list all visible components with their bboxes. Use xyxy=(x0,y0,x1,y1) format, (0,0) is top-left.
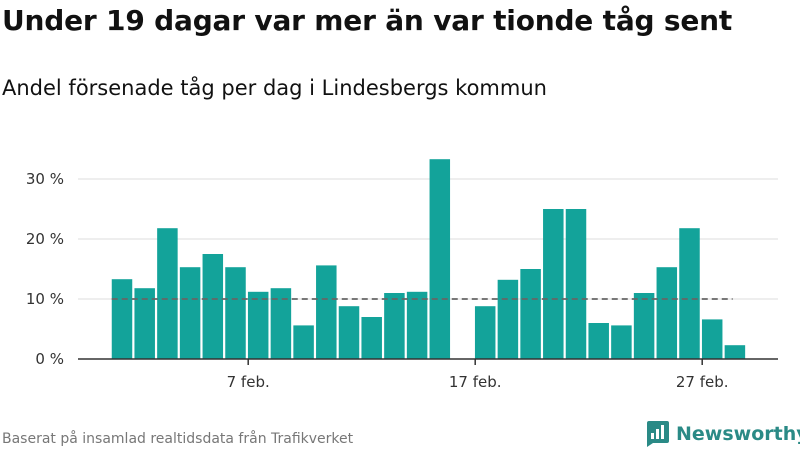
bar[interactable] xyxy=(111,279,133,359)
x-tick-label: 17 feb. xyxy=(449,373,502,391)
x-tick-label: 27 feb. xyxy=(676,373,729,391)
bar[interactable] xyxy=(361,317,382,359)
bar[interactable] xyxy=(384,293,405,359)
bar[interactable] xyxy=(543,209,564,359)
bar[interactable] xyxy=(406,291,428,359)
bar[interactable] xyxy=(724,345,746,359)
source-note: Baserat på insamlad realtidsdata från Tr… xyxy=(2,431,354,447)
bar[interactable] xyxy=(134,288,155,359)
bar[interactable] xyxy=(497,279,519,359)
brand-name: Newsworthy xyxy=(676,423,800,445)
bar[interactable] xyxy=(270,288,292,359)
bar[interactable] xyxy=(225,267,246,359)
y-tick-label: 20 % xyxy=(26,230,64,248)
bar[interactable] xyxy=(701,319,723,359)
bar[interactable] xyxy=(202,254,224,359)
bar[interactable] xyxy=(179,267,201,359)
bar[interactable] xyxy=(679,228,700,359)
bar[interactable] xyxy=(293,325,314,359)
bar[interactable] xyxy=(429,159,451,359)
bar[interactable] xyxy=(656,267,678,359)
bar[interactable] xyxy=(316,265,337,359)
brand-logo[interactable]: Newsworthy xyxy=(644,420,800,448)
axis-layer: 0 % 10 % 20 % 30 % 7 feb. 17 feb. 27 feb. xyxy=(26,170,778,391)
bar-chart: 0 % 10 % 20 % 30 % 7 feb. 17 feb. 27 feb. xyxy=(26,159,778,391)
bar-layer xyxy=(111,159,746,359)
newsworthy-logo-icon xyxy=(647,421,669,447)
y-tick-label: 0 % xyxy=(35,350,64,368)
bar[interactable] xyxy=(588,323,609,359)
bar[interactable] xyxy=(611,325,632,359)
bar[interactable] xyxy=(474,306,496,359)
bar[interactable] xyxy=(520,269,541,359)
y-tick-label: 10 % xyxy=(26,290,64,308)
bar[interactable] xyxy=(247,291,269,359)
bar[interactable] xyxy=(157,228,178,359)
bar[interactable] xyxy=(633,293,655,359)
chart-subtitle: Andel försenade tåg per dag i Lindesberg… xyxy=(2,76,547,100)
bar[interactable] xyxy=(338,306,360,359)
chart-title: Under 19 dagar var mer än var tionde tåg… xyxy=(2,4,733,37)
bar[interactable] xyxy=(565,209,587,359)
y-tick-label: 30 % xyxy=(26,170,64,188)
x-tick-label: 7 feb. xyxy=(227,373,270,391)
